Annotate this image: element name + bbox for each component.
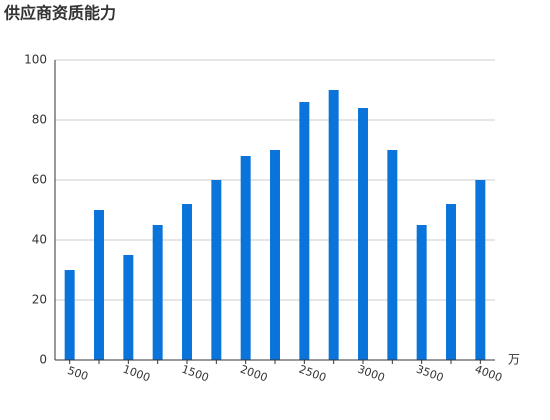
y-tick-label: 20: [32, 293, 47, 307]
bar: [64, 270, 75, 360]
bar: [182, 204, 192, 360]
y-tick-label: 0: [39, 353, 47, 367]
y-tick-label: 40: [32, 233, 47, 247]
y-tick-label: 60: [32, 173, 47, 187]
bar: [475, 180, 486, 360]
bar: [328, 90, 339, 360]
y-tick-label: 80: [32, 113, 47, 127]
x-tick-label: 2500: [297, 363, 328, 385]
bar: [416, 225, 427, 360]
bar: [387, 150, 398, 360]
bar: [152, 225, 163, 360]
x-tick-label: 500: [66, 364, 90, 383]
bar: [240, 156, 251, 360]
bar: [358, 108, 368, 360]
bar: [446, 204, 456, 360]
x-tick-label: 4000: [473, 363, 504, 385]
x-axis-label: 万: [508, 353, 520, 367]
bar: [211, 180, 222, 360]
x-tick-label: 1500: [180, 363, 211, 385]
bar: [270, 150, 280, 360]
bar: [299, 102, 310, 360]
x-tick-label: 1000: [121, 363, 152, 385]
bar: [94, 210, 104, 360]
x-tick-label: 3500: [414, 363, 445, 385]
chart-title: 供应商资质能力: [3, 4, 116, 23]
bar: [123, 255, 134, 360]
x-tick-label: 3000: [356, 363, 387, 385]
x-tick-label: 2000: [238, 363, 269, 385]
y-tick-label: 100: [24, 53, 47, 67]
